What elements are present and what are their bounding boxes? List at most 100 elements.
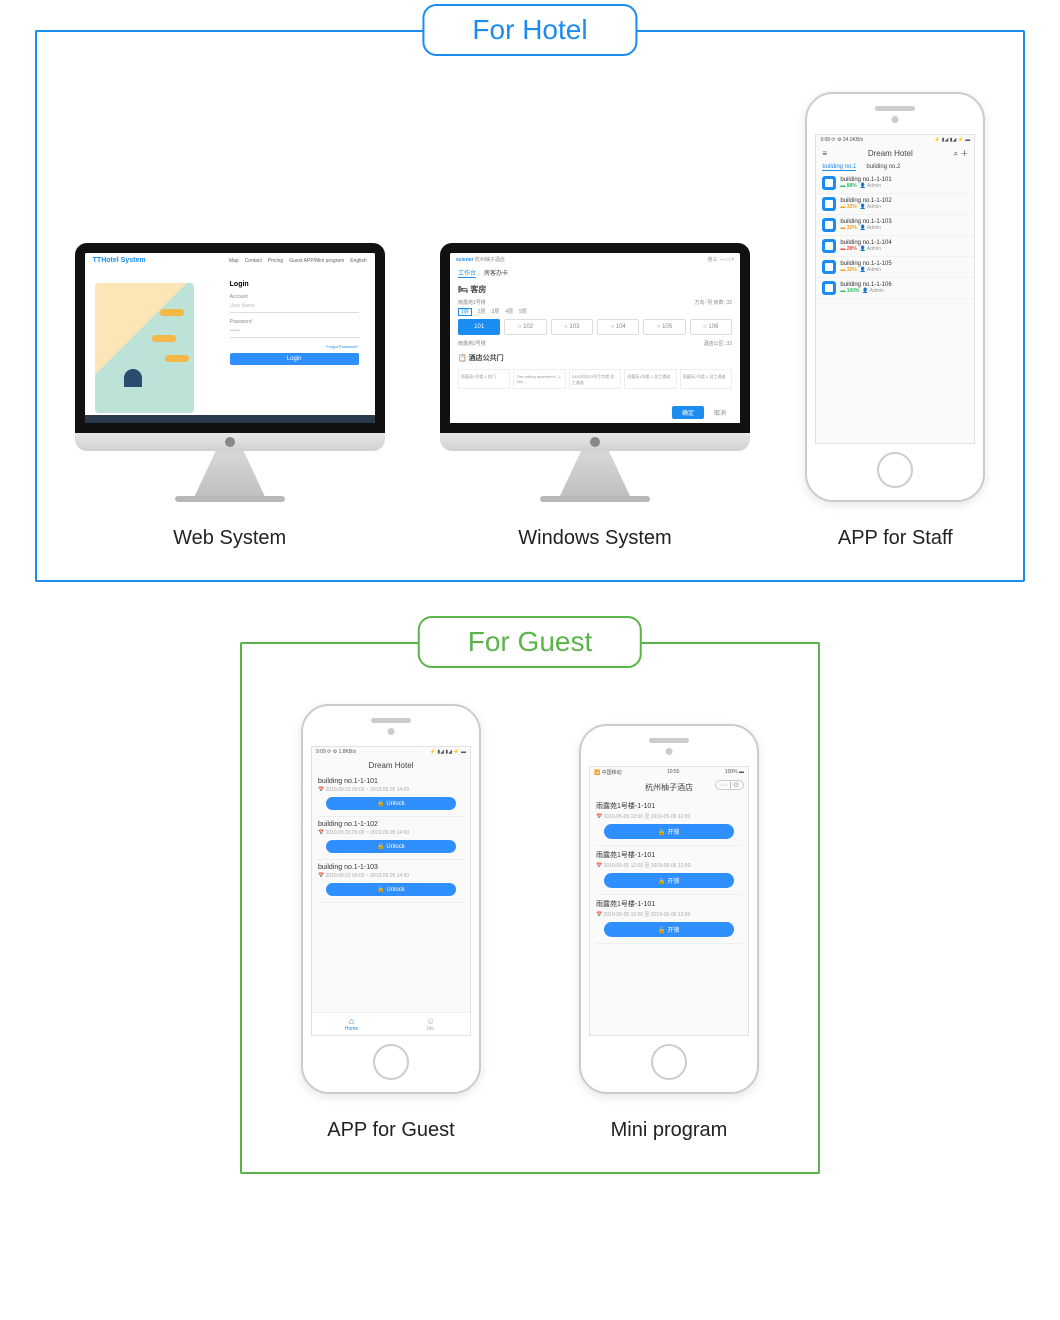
status-right: 100% ▬ [725, 769, 744, 776]
win-tabs[interactable]: 工作台 房客办卡 [450, 266, 740, 280]
lock-icon [822, 218, 836, 232]
room-button[interactable]: ○ 104 [597, 319, 639, 335]
header-actions[interactable]: ⌕ ＋ [954, 148, 969, 159]
nav-link[interactable]: Contact [245, 258, 262, 264]
staff-title: Dream Hotel [827, 149, 954, 158]
forgot-link[interactable]: Forgot Password? [230, 344, 359, 349]
web-monitor: TTHotel System Map Contact Pricing Guest… [75, 243, 385, 502]
windows-caption: Windows System [518, 527, 671, 550]
staff-item[interactable]: building no.1-1-102 ▬ 32% 👤 Admin [816, 194, 974, 215]
bottom-nav[interactable]: ⌂Home ☺Me [312, 1012, 470, 1035]
window-controls[interactable]: — □ × [720, 257, 734, 263]
windows-system-col: sciener 杭州柚子酒店 张三 — □ × 工作台 房客办卡 🛏 客房 雨露… [440, 243, 750, 550]
login-heading: Login [230, 281, 359, 288]
unlock-button[interactable]: 🔓 开锁 [604, 922, 734, 937]
guest-card: building no.1-1-101 📅 2019.09.03 09:00 ~… [318, 778, 464, 817]
home-button[interactable] [877, 452, 913, 488]
guest-card: building no.1-1-102 📅 2019.09.03 09:00 ~… [318, 821, 464, 860]
status-left: 9:08 ⟳ ⚙ 24.9KB/s [820, 137, 863, 143]
guest-title: For Guest [418, 616, 642, 668]
room-button[interactable]: 101 [458, 319, 500, 335]
hotel-title: For Hotel [422, 4, 637, 56]
staff-item[interactable]: building no.1-1-103 ▬ 32% 👤 Admin [816, 215, 974, 236]
building1-label: 雨露苑1号楼 [458, 299, 486, 306]
nav-me[interactable]: ☺Me [391, 1013, 470, 1035]
door-card[interactable]: The sailing apartment - 2 Sec... [513, 369, 565, 389]
nav-link[interactable]: Pricing [268, 258, 283, 264]
staff-item[interactable]: building no.1-1-101 ▬ 88% 👤 Admin [816, 173, 974, 194]
door-card[interactable]: 雨露苑2号楼-1 员工通道 [680, 369, 732, 389]
status-right: ⚡ ▮◢ ▮◢ ⚡ ▬ [934, 137, 970, 143]
home-button[interactable] [373, 1044, 409, 1080]
nav-home[interactable]: ⌂Home [312, 1013, 391, 1035]
room-button[interactable]: ○ 103 [551, 319, 593, 335]
unlock-button[interactable]: 🔓 开锁 [604, 873, 734, 888]
mini-card: 雨露苑1号楼-1-101 📅 2019-05-05 12:00 至 2019-0… [596, 801, 742, 846]
room-row: 101○ 102 ○ 103○ 104○ 105 ○ 106 [450, 317, 740, 337]
public-doors-heading: 📋 酒店公共门 [450, 349, 740, 367]
staff-caption: APP for Staff [838, 527, 953, 550]
tab-card[interactable]: 房客办卡 [484, 268, 508, 278]
login-button[interactable]: Login [230, 353, 359, 365]
room-button[interactable]: ○ 105 [643, 319, 685, 335]
floor-tabs[interactable]: 1层2层3层4层5层 [458, 308, 533, 315]
cancel-button[interactable]: 取消 [708, 406, 732, 419]
lock-icon [822, 239, 836, 253]
win-brand: sciener [456, 257, 474, 263]
room-button[interactable]: ○ 102 [504, 319, 546, 335]
staff-tabs[interactable]: building no.1 building no.2 [816, 162, 974, 173]
home-button[interactable] [651, 1044, 687, 1080]
unlock-button[interactable]: 🔓 Unlock [326, 883, 456, 896]
status-left: 📶 中国移动 [594, 769, 622, 776]
password-input[interactable]: •••••• [230, 325, 359, 338]
guest-section: For Guest 9:09 ⟳ ⚙ 1.8KB/s ⚡ ▮◢ ▮◢ ⚡ ▬ D… [240, 642, 820, 1174]
ok-button[interactable]: 确定 [672, 406, 704, 419]
guest-card: building no.1-1-103 📅 2019.09.03 09:00 ~… [318, 864, 464, 903]
lock-icon [822, 260, 836, 274]
nav-link[interactable]: Map [229, 258, 239, 264]
login-illustration [95, 283, 194, 413]
status-right: ⚡ ▮◢ ▮◢ ⚡ ▬ [430, 749, 466, 755]
unlock-button[interactable]: 🔓 Unlock [326, 840, 456, 853]
door-card[interactable]: 2020沟沟23号写字楼 员工通道 [569, 369, 621, 389]
mini-card: 雨露苑1号楼-1-101 📅 2019-05-05 12:00 至 2019-0… [596, 899, 742, 944]
unlock-button[interactable]: 🔓 开锁 [604, 824, 734, 839]
unlock-button[interactable]: 🔓 Unlock [326, 797, 456, 810]
guest-cards: building no.1-1-101 📅 2019.09.03 09:00 ~… [312, 778, 470, 903]
mini-phone: 📶 中国移动 10:55 100% ▬ 杭州柚子酒店 ··· | ⊙ 雨露苑1号… [579, 724, 759, 1094]
windows-monitor: sciener 杭州柚子酒店 张三 — □ × 工作台 房客办卡 🛏 客房 雨露… [440, 243, 750, 502]
lock-icon [822, 176, 836, 190]
tab-building1[interactable]: building no.1 [822, 164, 856, 171]
nav-link[interactable]: English [350, 258, 366, 264]
lock-icon [822, 281, 836, 295]
door-card[interactable]: 雨露苑1号楼-1 员工通道 [624, 369, 676, 389]
status-left: 9:09 ⟳ ⚙ 1.8KB/s [316, 749, 356, 755]
mini-caption: Mini program [611, 1119, 728, 1142]
staff-item[interactable]: building no.1-1-104 ▬ 28% 👤 Admin [816, 236, 974, 257]
nav-link[interactable]: Guest APP/Mini program [289, 258, 344, 264]
mini-capsule[interactable]: ··· | ⊙ [715, 780, 744, 790]
guest-phone: 9:09 ⟳ ⚙ 1.8KB/s ⚡ ▮◢ ▮◢ ⚡ ▬ Dream Hotel… [301, 704, 481, 1094]
staff-list: building no.1-1-101 ▬ 88% 👤 Admin buildi… [816, 173, 974, 299]
staff-item[interactable]: building no.1-1-105 ▬ 32% 👤 Admin [816, 257, 974, 278]
web-navbar: TTHotel System Map Contact Pricing Guest… [85, 253, 375, 268]
mini-program-col: 📶 中国移动 10:55 100% ▬ 杭州柚子酒店 ··· | ⊙ 雨露苑1号… [579, 724, 759, 1142]
mini-title: 杭州柚子酒店 [645, 783, 693, 792]
tab-worktable[interactable]: 工作台 [458, 268, 476, 278]
account-input[interactable]: User Name [230, 300, 359, 313]
staff-item[interactable]: building no.1-1-106 ▬ 100% 👤 Admin [816, 278, 974, 299]
web-caption: Web System [173, 527, 286, 550]
web-brand: TTHotel System [93, 257, 146, 264]
web-footer [85, 415, 375, 423]
web-system-col: TTHotel System Map Contact Pricing Guest… [75, 243, 385, 550]
hotel-section: For Hotel TTHotel System Map Contact Pri… [35, 30, 1025, 582]
tab-building2[interactable]: building no.2 [866, 164, 900, 171]
lock-icon [822, 197, 836, 211]
guest-app-col: 9:09 ⟳ ⚙ 1.8KB/s ⚡ ▮◢ ▮◢ ⚡ ▬ Dream Hotel… [301, 704, 481, 1142]
mini-card: 雨露苑1号楼-1-101 📅 2019-05-05 12:00 至 2019-0… [596, 850, 742, 895]
web-nav-links[interactable]: Map Contact Pricing Guest APP/Mini progr… [229, 258, 367, 264]
status-center: 10:55 [667, 769, 680, 776]
room-button[interactable]: ○ 106 [690, 319, 732, 335]
rooms-heading: 🛏 客房 [450, 280, 740, 299]
door-card[interactable]: 雨露苑1号楼-1 前门 [458, 369, 510, 389]
